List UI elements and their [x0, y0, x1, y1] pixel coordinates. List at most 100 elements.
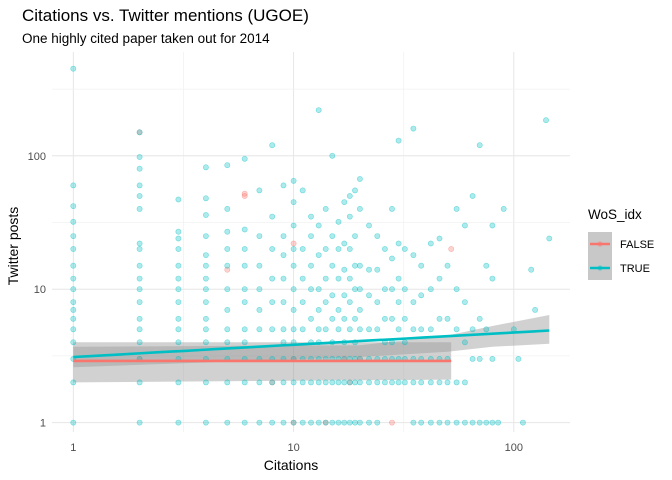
data-point-true	[329, 419, 336, 426]
data-point-true	[453, 379, 460, 386]
data-point-true	[175, 315, 182, 322]
data-point-true	[175, 235, 182, 242]
data-point-true	[356, 286, 363, 293]
data-point-true	[427, 379, 434, 386]
data-point-true	[381, 315, 388, 322]
data-point-true	[436, 315, 443, 322]
legend-item-false: FALSE	[588, 232, 654, 256]
data-point-true	[256, 233, 263, 239]
data-point-true	[290, 419, 297, 426]
data-point-true	[256, 262, 263, 269]
trend-lines	[73, 329, 550, 363]
data-point-true	[389, 315, 395, 322]
x-tick-label: 100	[505, 442, 523, 454]
ci-band-true	[73, 315, 550, 368]
data-point-true	[352, 286, 358, 293]
data-point-true	[453, 205, 460, 212]
data-point-true	[202, 164, 209, 171]
data-point-true	[322, 326, 329, 333]
data-point-true	[175, 262, 182, 269]
data-point-true	[401, 379, 408, 386]
data-point-true	[366, 326, 372, 333]
data-point-true	[315, 286, 322, 293]
data-point-true	[418, 292, 425, 299]
data-point-true	[352, 315, 358, 322]
data-point-true	[427, 419, 434, 426]
data-point-true	[346, 246, 353, 252]
data-point-true	[202, 233, 209, 239]
data-point-true	[341, 315, 348, 322]
data-point-true	[469, 193, 476, 199]
data-point-true	[70, 203, 77, 209]
data-point-true	[290, 326, 297, 333]
data-point-true	[175, 339, 182, 346]
data-point-true	[202, 299, 209, 305]
data-point-true	[346, 379, 353, 386]
data-point-true	[136, 326, 143, 333]
data-point-true	[175, 379, 182, 386]
data-point-true	[136, 165, 143, 172]
data-point-true	[269, 326, 276, 333]
legend-key-point	[597, 241, 603, 247]
data-point-true	[136, 154, 143, 160]
data-point-true	[346, 213, 353, 220]
data-point-true	[329, 233, 336, 239]
data-point-true	[136, 246, 143, 252]
data-point-true	[395, 240, 402, 247]
data-point-true	[308, 315, 314, 322]
data-point-true	[280, 419, 287, 426]
data-point-true	[469, 419, 476, 426]
data-point-true	[175, 299, 182, 305]
data-point-true	[202, 315, 209, 322]
data-point-true	[136, 315, 143, 322]
data-point-true	[136, 262, 143, 269]
data-point-true	[241, 286, 248, 293]
data-point-true	[444, 315, 451, 322]
data-point-true	[136, 419, 143, 426]
data-point-true	[495, 419, 502, 426]
legend-label: TRUE	[620, 263, 650, 275]
data-point-true	[389, 379, 395, 386]
data-point-true	[356, 205, 363, 212]
data-point-true	[483, 419, 490, 426]
data-point-true	[395, 326, 402, 333]
data-point-true	[374, 299, 381, 305]
data-point-true	[241, 379, 248, 386]
data-point-true	[315, 306, 322, 313]
data-point-true	[70, 306, 77, 313]
data-point-true	[269, 379, 276, 386]
data-point-true	[308, 286, 314, 293]
data-point-true	[70, 218, 77, 225]
data-point-true	[453, 286, 460, 293]
data-point-true	[436, 235, 443, 242]
data-point-true	[389, 286, 395, 293]
data-point-true	[202, 286, 209, 293]
data-point-true	[322, 299, 329, 305]
data-point-true	[381, 246, 388, 252]
data-point-true	[346, 299, 353, 305]
data-point-true	[136, 205, 143, 212]
data-point-true	[136, 193, 143, 199]
data-point-true	[299, 246, 306, 252]
data-point-true	[269, 299, 276, 305]
data-point-true	[532, 306, 538, 313]
data-point-true	[290, 177, 297, 184]
data-point-true	[290, 246, 297, 252]
data-point-true	[395, 137, 402, 144]
data-point-true	[546, 235, 553, 242]
data-point-true	[136, 275, 143, 282]
data-point-true	[341, 292, 348, 299]
data-point-true	[224, 339, 231, 346]
data-point-true	[418, 379, 425, 386]
data-point-true	[315, 419, 322, 426]
data-point-true	[224, 286, 231, 293]
data-point-true	[444, 379, 451, 386]
data-point-true	[70, 246, 77, 252]
data-point-true	[70, 379, 77, 386]
data-point-true	[410, 125, 417, 132]
data-point-true	[202, 419, 209, 426]
data-point-true	[256, 326, 263, 333]
data-point-true	[352, 379, 358, 386]
data-point-true	[461, 299, 468, 305]
data-point-true	[315, 107, 322, 113]
